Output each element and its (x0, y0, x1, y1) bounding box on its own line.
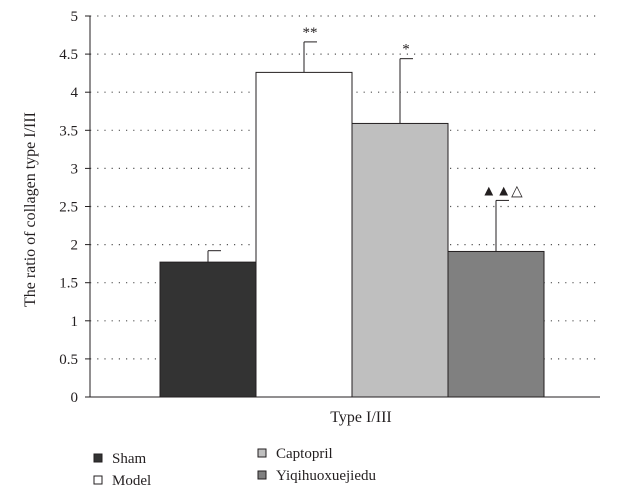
bar-sham (159, 261, 257, 398)
y-axis-label: The ratio of collagen type I/III (22, 112, 39, 307)
bar-yiqihuoxuejiedu (447, 250, 545, 398)
y-tick-label: 0 (71, 390, 79, 406)
significance-label: ** (303, 25, 318, 41)
x-axis-label: Type I/III (330, 409, 392, 426)
legend-swatch-yiqihuoxuejiedu (257, 470, 267, 480)
y-tick-label: 1 (71, 314, 79, 330)
bar-model (255, 71, 353, 398)
significance-label: ▲▲△ (481, 183, 523, 199)
y-tick-label: 5 (71, 9, 79, 25)
legend-swatch-captopril (257, 448, 267, 458)
legend-label-captopril: Captopril (276, 446, 333, 462)
legend-label-model: Model (112, 473, 151, 489)
y-tick-label: 4 (71, 85, 79, 101)
significance-label: * (402, 42, 410, 58)
axes (89, 16, 600, 398)
y-axis-ticks: 0 0.5 1 1.5 2 2.5 3 3.5 4 4.5 5 (59, 9, 90, 406)
legend-swatch-sham (93, 453, 103, 463)
y-tick-label: 2.5 (59, 200, 78, 216)
y-tick-label: 3 (71, 161, 79, 177)
legend-swatch-model (93, 475, 103, 485)
legend-label-yiqihuoxuejiedu: Yiqihuoxuejiedu (276, 468, 376, 484)
y-tick-label: 3.5 (59, 123, 78, 139)
y-tick-label: 4.5 (59, 47, 78, 63)
bars: ***▲▲△ (159, 25, 545, 398)
legend-label-sham: Sham (112, 451, 147, 467)
legend: Sham Model Captopril Yiqihuoxuejiedu (93, 446, 376, 489)
y-tick-label: 2 (71, 238, 79, 254)
y-tick-label: 1.5 (59, 276, 78, 292)
y-tick-label: 0.5 (59, 352, 78, 368)
bar-captopril (351, 122, 449, 398)
